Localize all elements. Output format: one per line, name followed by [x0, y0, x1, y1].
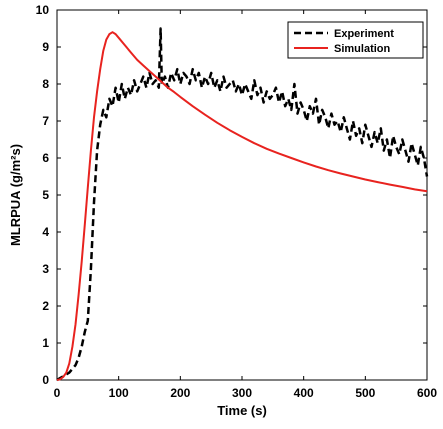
y-tick-label: 7	[42, 114, 49, 128]
y-tick-label: 10	[36, 3, 50, 17]
series-layer	[56, 27, 429, 382]
x-tick-label: 300	[232, 386, 252, 400]
x-tick-label: 100	[109, 386, 129, 400]
series-line-experiment	[56, 27, 429, 382]
axis-ticks: 0 100 200 300 400 500 600 0 1 2 3 4 5 6 7 8 9 10	[36, 3, 438, 400]
series-line-simulation	[56, 31, 428, 381]
legend-label-experiment: Experiment	[334, 28, 394, 40]
y-tick-label: 2	[42, 299, 49, 313]
x-tick-label: 500	[355, 386, 375, 400]
y-tick-label: 6	[42, 151, 49, 165]
x-tick-label: 200	[170, 386, 190, 400]
x-tick-label: 400	[294, 386, 314, 400]
x-tick-label: 0	[54, 386, 61, 400]
x-axis-label: Time (s)	[217, 403, 267, 418]
y-tick-label: 4	[42, 225, 49, 239]
legend-label-simulation: Simulation	[334, 43, 391, 55]
y-tick-label: 1	[42, 336, 49, 350]
y-tick-label: 0	[42, 373, 49, 387]
y-tick-label: 8	[42, 77, 49, 91]
legend-box	[287, 21, 424, 59]
legend: Experiment Simulation	[287, 21, 424, 59]
y-axis-label: MLRPUA (g/m²s)	[8, 144, 23, 246]
y-tick-label: 5	[42, 188, 49, 202]
x-tick-label: 600	[417, 386, 437, 400]
y-tick-label: 3	[42, 262, 49, 276]
y-tick-label: 9	[42, 40, 49, 54]
plot-area-frame	[56, 9, 428, 381]
